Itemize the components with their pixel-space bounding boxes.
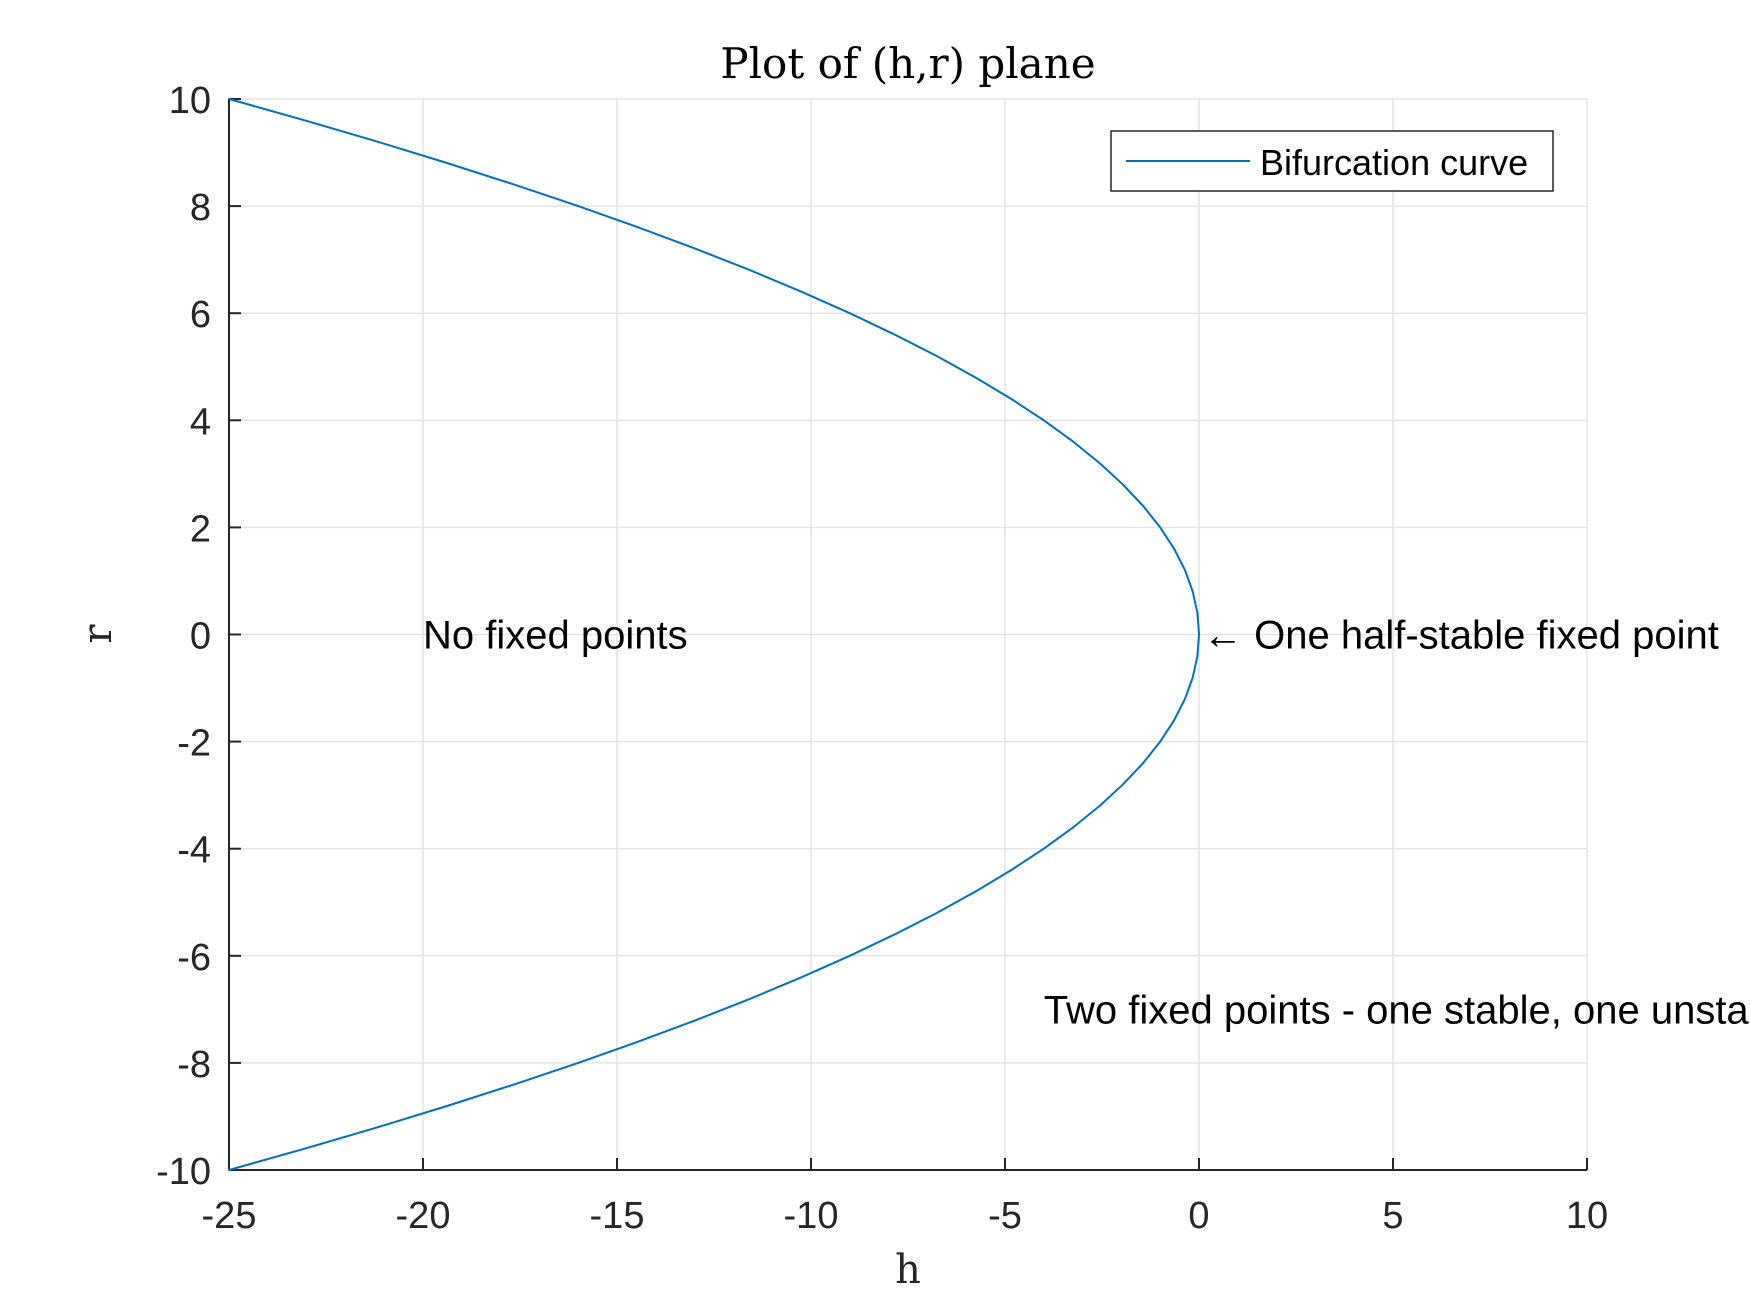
y-tick-label: -8 [177,1044,211,1086]
y-axis-label: r [75,624,121,644]
legend: Bifurcation curve [1110,130,1554,192]
y-tick-label: 10 [169,80,211,122]
y-tick-label: -2 [177,723,211,765]
annotation-no-fixed-points: No fixed points [423,614,688,658]
axes-lines [228,98,1588,1171]
chart-title: Plot of (h,r) plane [720,39,1095,88]
y-tick-label: 2 [190,508,211,550]
series-group [228,98,1200,1171]
x-tick-label: 5 [1382,1195,1403,1237]
x-tick-label: -5 [988,1195,1022,1237]
x-tick-label: -25 [202,1195,257,1237]
x-tick-labels: -25 -20 -15 -10 -5 0 5 10 [202,1195,1609,1237]
y-tick-label: -6 [177,937,211,979]
x-tick-label: -20 [396,1195,451,1237]
y-tick-label: 4 [190,401,211,443]
y-tick-labels: -10 -8 -6 -4 -2 0 2 4 6 8 10 [156,80,211,1193]
x-axis-label: h [895,1247,921,1293]
legend-label: Bifurcation curve [1260,142,1528,183]
bifurcation-curve-line [228,98,1200,1171]
x-tick-label: -10 [784,1195,839,1237]
y-tick-label: -4 [177,830,211,872]
annotation-group: No fixed points ← One half-stable fixed p… [423,614,1750,1033]
annotation-half-stable-fixed-point: ← One half-stable fixed point [1203,614,1719,658]
x-tick-label: -15 [590,1195,645,1237]
x-tick-label: 10 [1566,1195,1608,1237]
y-tick-label: -10 [156,1151,211,1193]
y-tick-label: 6 [190,294,211,336]
x-tick-label: 0 [1188,1195,1209,1237]
annotation-two-fixed-points: Two fixed points - one stable, one unsta… [1044,988,1750,1032]
y-tick-label: 0 [190,616,211,658]
y-tick-label: 8 [190,187,211,229]
